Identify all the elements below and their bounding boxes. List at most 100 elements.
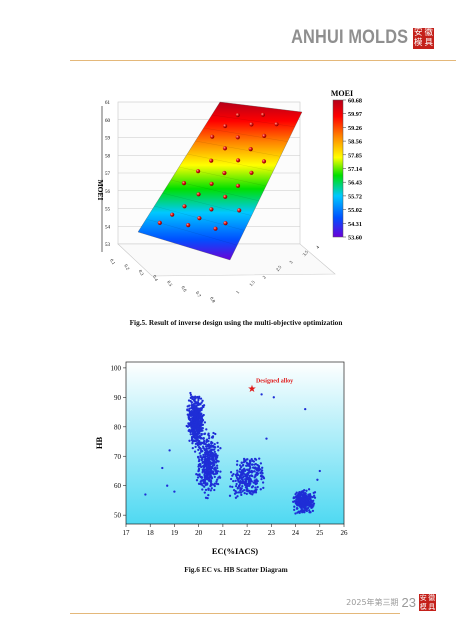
scatter-point (249, 492, 252, 495)
scatter-point (161, 466, 164, 470)
scatter-point (300, 490, 303, 493)
y-tick-label: 2.5 (275, 264, 283, 272)
scatter-point (200, 401, 203, 404)
scatter-point (194, 405, 197, 408)
scatter-point (195, 479, 199, 482)
scatter-point (212, 483, 215, 486)
scatter-point (303, 500, 307, 503)
scatter-point (256, 468, 260, 472)
x-axis-ticks: 17 18 19 20 21 22 23 24 25 26 (123, 524, 348, 537)
z-axis-label: MOEI (96, 180, 105, 201)
data-point (213, 226, 218, 231)
scatter-point (254, 474, 257, 477)
scatter-point (207, 437, 211, 440)
scatter-point (305, 498, 308, 502)
scatter-point (213, 484, 216, 488)
y-axis-ticks: 50 60 70 80 90 100 (111, 364, 126, 520)
scatter-point (207, 432, 210, 435)
scatter-point (196, 476, 200, 479)
scatter-point (236, 495, 239, 498)
scatter-point (195, 437, 198, 440)
y-tick-label: 4 (315, 244, 321, 250)
x-tick-label: 21 (219, 529, 227, 537)
scatter-point (260, 471, 263, 474)
scatter-point (196, 395, 199, 399)
scatter-point (239, 466, 243, 469)
scatter-point (204, 483, 207, 487)
scatter-point (198, 422, 202, 426)
colorbar-tick-label: 59.97 (348, 111, 362, 118)
scatter-point (207, 493, 210, 497)
data-point (236, 158, 241, 163)
scatter-point (197, 402, 200, 405)
scatter-point (213, 467, 216, 470)
scatter-point (188, 430, 192, 433)
y-tick-label: 1 (235, 290, 240, 295)
colorbar (332, 99, 344, 238)
scatter-point (205, 474, 208, 477)
scatter-point (202, 437, 205, 440)
scatter-point (201, 488, 204, 491)
scatter-point (203, 479, 206, 483)
scatter-point (265, 437, 268, 440)
data-point (261, 159, 267, 164)
scatter-point (237, 491, 240, 494)
scatter-point (193, 450, 197, 453)
scatter-point (202, 461, 205, 464)
scatter-point (303, 492, 307, 495)
scatter-point (197, 467, 201, 470)
journal-seal-logo-small: 安徽 模具 (419, 594, 436, 611)
scatter-point (197, 442, 200, 445)
scatter-point (294, 512, 297, 515)
scatter-point (201, 414, 205, 417)
scatter-point (198, 432, 201, 435)
x-tick-label: 20 (195, 529, 203, 537)
scatter-point (252, 460, 256, 463)
y-tick-label: 3 (288, 259, 294, 265)
moei-surface (137, 101, 303, 261)
colorbar-tick-label: 59.26 (348, 125, 362, 132)
scatter-point (304, 509, 307, 512)
data-point (196, 169, 201, 174)
scatter-point (304, 407, 307, 411)
scatter-point (258, 457, 261, 460)
scatter-point (202, 470, 206, 473)
colorbar-tick-label: 56.43 (348, 180, 362, 187)
scatter-point (216, 478, 219, 481)
scatter-point (194, 408, 197, 411)
scatter-point (212, 473, 216, 476)
scatter-point (198, 415, 202, 419)
scatter-point (189, 399, 192, 403)
scatter-point (208, 444, 211, 448)
scatter-point (214, 455, 217, 458)
scatter-point (193, 423, 197, 427)
data-points (157, 112, 279, 231)
scatter-point (209, 483, 213, 486)
scatter-point (191, 439, 194, 442)
x-tick-label: 23 (268, 529, 276, 537)
scatter-point (240, 487, 243, 490)
scatter-point (238, 464, 242, 467)
y-tick-label: 50 (114, 512, 122, 520)
scatter-point (202, 481, 205, 485)
data-point (222, 170, 227, 176)
scatter-point (203, 491, 206, 494)
scatter-point (191, 416, 194, 420)
scatter-point (201, 484, 204, 487)
scatter-point (313, 496, 317, 499)
scatter-point (249, 466, 252, 470)
scatter-point (242, 463, 245, 467)
scatter-point (243, 481, 246, 484)
scatter-point (247, 464, 250, 467)
scatter-point (303, 505, 306, 509)
scatter-point (311, 495, 314, 499)
scatter-point (293, 505, 296, 508)
colorbar-tick-label: 53.60 (348, 235, 362, 242)
scatter-point (201, 458, 204, 461)
scatter-point (241, 471, 245, 474)
data-point (170, 212, 175, 217)
scatter-point (247, 469, 251, 472)
x-tick-label: 19 (171, 529, 179, 537)
scatter-point (257, 465, 261, 468)
scatter-point (198, 473, 201, 476)
